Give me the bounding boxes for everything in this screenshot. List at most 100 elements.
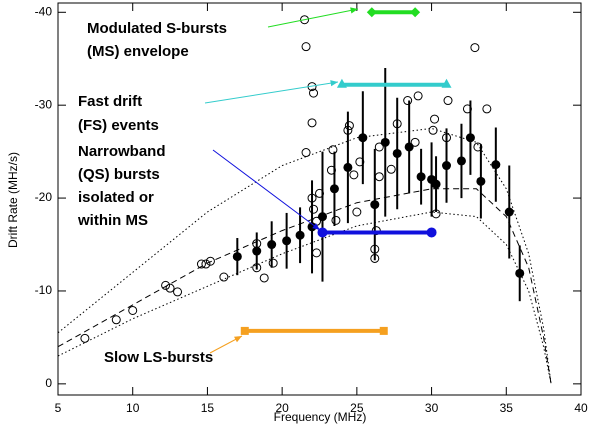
y-tick-label: -10 xyxy=(35,283,53,297)
filled-point xyxy=(307,222,317,232)
arrow-head xyxy=(312,223,320,230)
open-point xyxy=(374,142,384,152)
filled-point xyxy=(491,160,501,170)
range-end xyxy=(379,326,388,335)
x-tick-label: 40 xyxy=(574,401,588,415)
open-point xyxy=(161,280,171,290)
open-point xyxy=(259,273,269,283)
open-point xyxy=(315,188,324,198)
open-point xyxy=(173,287,183,297)
y-tick-label: -20 xyxy=(35,190,53,204)
annotation-text: isolated or xyxy=(78,189,154,206)
open-point xyxy=(443,96,453,106)
filled-point xyxy=(504,207,514,217)
filled-point xyxy=(252,246,262,256)
open-point xyxy=(344,121,354,131)
x-tick-label: 10 xyxy=(126,401,140,415)
open-point xyxy=(301,42,311,52)
open-point xyxy=(307,118,317,128)
open-point xyxy=(309,204,319,214)
model-curve xyxy=(57,127,552,384)
open-point xyxy=(482,104,492,114)
x-tick-label: 15 xyxy=(201,401,215,415)
annotation-text: Fast drift xyxy=(78,93,142,110)
filled-point xyxy=(404,142,414,152)
y-axis-label: Drift Rate (MHz/s) xyxy=(6,152,20,248)
filled-point xyxy=(476,176,486,186)
x-tick-label: 30 xyxy=(425,401,439,415)
range-end xyxy=(366,7,377,18)
filled-point xyxy=(431,179,441,189)
filled-point xyxy=(465,133,475,143)
open-point xyxy=(205,256,215,266)
open-point xyxy=(386,164,396,174)
open-point xyxy=(374,172,384,182)
range-end xyxy=(240,326,249,335)
open-point xyxy=(128,305,138,315)
filled-point xyxy=(416,172,426,182)
arrow-head xyxy=(350,7,358,14)
open-point xyxy=(328,145,338,155)
filled-point xyxy=(442,161,452,171)
filled-point xyxy=(392,148,402,158)
open-point xyxy=(196,259,206,269)
open-point xyxy=(80,333,90,343)
open-point xyxy=(462,104,472,114)
open-point xyxy=(111,315,121,325)
x-tick-label: 35 xyxy=(500,401,514,415)
filled-point xyxy=(267,240,277,250)
y-tick-label: 0 xyxy=(45,376,52,390)
open-point xyxy=(312,248,322,258)
y-tick-label: -40 xyxy=(35,4,53,18)
range-end xyxy=(410,7,421,18)
x-tick-label: 5 xyxy=(55,401,62,415)
open-point xyxy=(473,142,483,152)
filled-point xyxy=(515,268,525,278)
range-end xyxy=(441,78,452,88)
filled-point xyxy=(343,162,353,172)
open-point xyxy=(410,137,420,147)
range-end xyxy=(426,227,437,238)
open-point xyxy=(268,258,278,268)
open-point xyxy=(349,170,359,180)
annotation-text: within MS xyxy=(77,212,148,229)
filled-point xyxy=(329,184,339,194)
arrow-head xyxy=(234,336,242,343)
open-point xyxy=(430,114,440,124)
filled-point xyxy=(380,137,390,147)
x-tick-label: 20 xyxy=(275,401,289,415)
filled-point xyxy=(295,230,305,240)
open-point xyxy=(201,259,211,269)
filled-point xyxy=(456,156,466,166)
annotation-text: Narrowband xyxy=(78,143,166,160)
annotation-arrow xyxy=(204,81,339,104)
annotation-arrow xyxy=(212,149,321,231)
open-point xyxy=(428,125,438,135)
open-point xyxy=(331,215,341,225)
open-point xyxy=(413,91,423,101)
filled-point xyxy=(358,133,368,143)
arrow-head xyxy=(330,80,338,87)
open-point xyxy=(326,165,336,175)
open-point xyxy=(352,207,362,217)
model-curve xyxy=(57,188,552,384)
plot-frame xyxy=(57,2,582,396)
open-point xyxy=(470,43,480,53)
open-point xyxy=(355,157,365,167)
annotation-text: Modulated S-bursts xyxy=(87,20,227,37)
open-point xyxy=(403,96,413,106)
filled-point xyxy=(317,212,327,222)
filled-point xyxy=(370,200,380,210)
open-point xyxy=(165,283,175,293)
open-point xyxy=(301,148,311,158)
filled-point xyxy=(282,236,292,246)
annotation-text: (FS) events xyxy=(78,117,159,134)
x-axis-label: Frequency (MHz) xyxy=(274,410,367,424)
annotation-text: (MS) envelope xyxy=(87,43,189,60)
open-point xyxy=(309,88,319,98)
annotation-text: (QS) bursts xyxy=(78,166,160,183)
range-end xyxy=(336,78,347,88)
annotation-arrow xyxy=(267,8,359,28)
